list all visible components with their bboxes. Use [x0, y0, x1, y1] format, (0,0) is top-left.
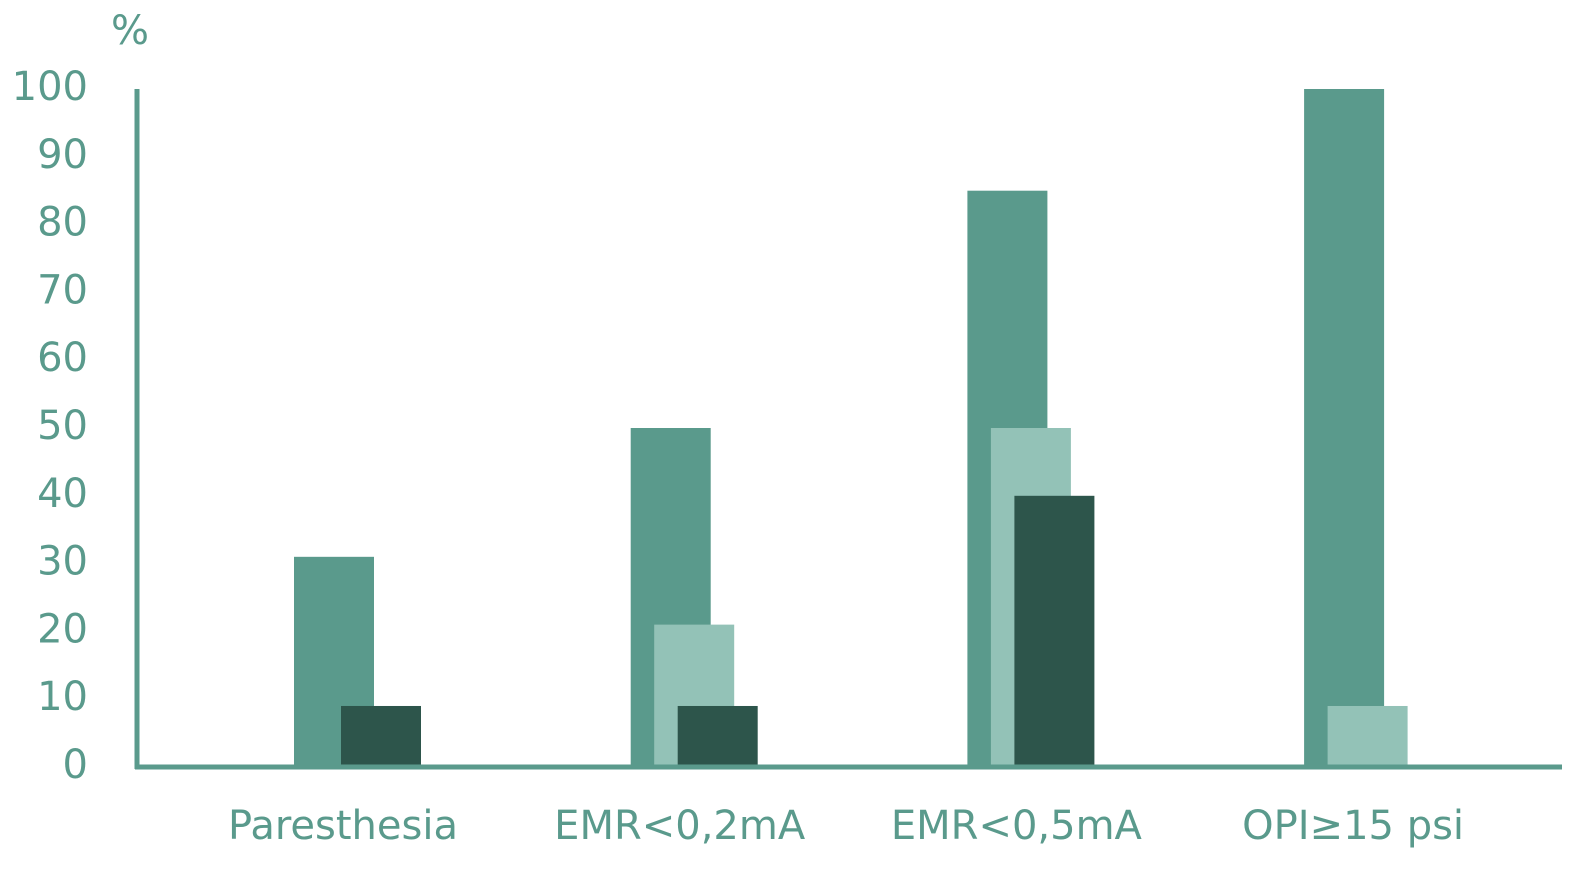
y-tick-label: 10	[37, 674, 88, 720]
y-tick-label: 70	[37, 267, 88, 313]
y-tick-label: 60	[37, 335, 88, 381]
x-tick-label: Paresthesia	[228, 803, 458, 849]
y-tick-label: 40	[37, 471, 88, 517]
y-tick-label: 80	[37, 200, 88, 246]
x-tick-label: EMR<0,2mA	[554, 803, 806, 849]
y-tick-label: 30	[37, 539, 88, 585]
y-tick-label: 20	[37, 606, 88, 652]
y-tick-label: 50	[37, 403, 88, 449]
bar	[1327, 705, 1408, 767]
y-tick-label: 90	[37, 132, 88, 178]
y-tick-label: 100	[12, 64, 88, 110]
y-tick-label: 0	[63, 742, 88, 788]
y-unit: %	[111, 8, 149, 54]
bar	[1014, 495, 1095, 767]
x-tick-label: OPI≥15 psi	[1242, 803, 1464, 849]
x-tick-label: EMR<0,5mA	[891, 803, 1143, 849]
bar	[341, 705, 421, 767]
bar	[1304, 89, 1385, 767]
bar	[677, 705, 758, 767]
